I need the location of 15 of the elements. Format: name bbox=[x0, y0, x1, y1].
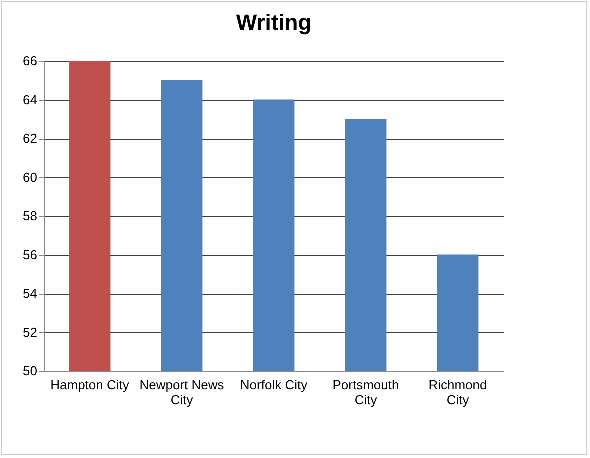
x-tick-label: Portsmouth City bbox=[332, 378, 400, 408]
x-tick-label: Norfolk City bbox=[240, 378, 308, 392]
y-tick-label: 50 bbox=[23, 364, 38, 378]
x-tick-label: Newport News City bbox=[140, 378, 225, 408]
y-tick-label: 64 bbox=[23, 92, 38, 108]
x-tick-label: Richmond City bbox=[428, 378, 488, 408]
y-tick-label: 66 bbox=[23, 54, 38, 68]
y-tick-label: 56 bbox=[23, 247, 38, 262]
y-tick-label: 52 bbox=[23, 324, 38, 340]
x-tick-label: Hampton City bbox=[50, 378, 130, 392]
y-tick-label: 62 bbox=[23, 131, 38, 146]
y-tick-label: 54 bbox=[23, 286, 38, 301]
chart-title: Writing bbox=[236, 10, 312, 35]
y-tick-label: 58 bbox=[23, 208, 38, 224]
y-tick-label: 60 bbox=[23, 170, 38, 185]
